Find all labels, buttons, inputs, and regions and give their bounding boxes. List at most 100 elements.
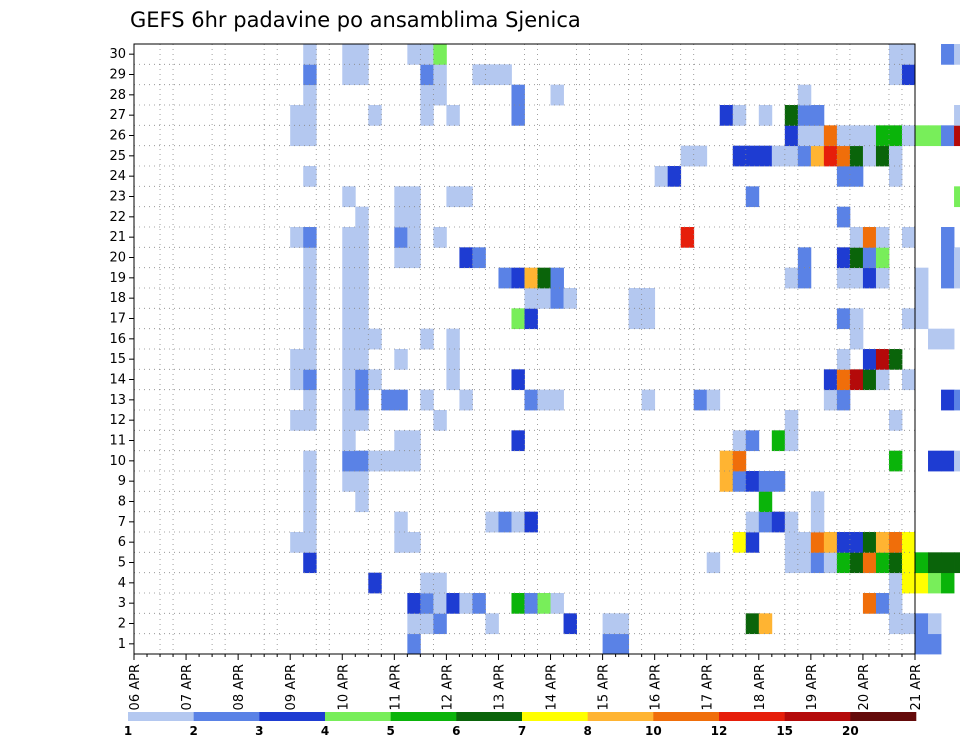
heatmap-cell — [732, 105, 747, 126]
y-tick-label: 14 — [109, 373, 126, 388]
x-tick-label: 09 APR — [284, 664, 299, 710]
heatmap-cell — [836, 247, 851, 269]
heatmap-cell — [719, 105, 734, 126]
heatmap-cell — [928, 328, 942, 350]
heatmap-cell — [355, 389, 369, 411]
heatmap-cell — [459, 247, 473, 269]
heatmap-cell — [888, 145, 903, 167]
heatmap-cell — [303, 44, 317, 65]
heatmap-cell — [355, 288, 369, 309]
heatmap-cell — [433, 84, 447, 106]
heatmap-cell — [836, 369, 851, 391]
heatmap-cell — [875, 145, 890, 167]
heatmap-cell — [797, 84, 812, 106]
heatmap-cell — [303, 308, 317, 330]
heatmap-cell — [641, 288, 656, 309]
heatmap-cell — [342, 349, 356, 370]
heatmap-cells — [290, 44, 960, 655]
heatmap-cell — [758, 613, 773, 635]
y-tick-label: 18 — [109, 291, 126, 306]
heatmap-cell — [355, 349, 369, 370]
heatmap-cell — [836, 166, 851, 187]
heatmap-cell — [407, 430, 421, 452]
x-tick-label: 19 APR — [805, 664, 820, 710]
heatmap-cell — [784, 430, 799, 452]
colorbar-swatch — [653, 712, 720, 721]
heatmap-cell — [901, 308, 916, 330]
heatmap-cell — [849, 552, 864, 574]
heatmap-cell — [446, 349, 460, 370]
heatmap-cell — [394, 206, 408, 228]
heatmap-cell — [511, 308, 525, 330]
heatmap-cell — [407, 186, 421, 208]
heatmap-cell — [420, 389, 434, 411]
heatmap-cell — [862, 247, 877, 269]
heatmap-cell — [888, 552, 903, 574]
heatmap-cell — [303, 410, 317, 431]
heatmap-cell — [823, 145, 838, 167]
heatmap-cell — [290, 349, 304, 370]
heatmap-cell — [849, 532, 864, 553]
heatmap-cell — [941, 227, 955, 248]
heatmap-cell — [303, 125, 317, 147]
colorbar-label: 8 — [583, 724, 591, 738]
heatmap-cell — [797, 552, 812, 574]
heatmap-cell — [915, 633, 929, 655]
heatmap-cell — [810, 532, 825, 553]
heatmap-cell — [641, 389, 656, 411]
heatmap-cell — [394, 430, 408, 452]
heatmap-cell — [342, 247, 356, 269]
heatmap-cell — [901, 552, 916, 574]
heatmap-cell — [784, 105, 799, 126]
colorbar-label: 1 — [124, 724, 132, 738]
heatmap-cell — [732, 532, 747, 553]
heatmap-cell — [407, 206, 421, 228]
x-tick-label: 11 APR — [388, 664, 403, 710]
heatmap-cell — [875, 267, 890, 289]
heatmap-cell — [954, 267, 960, 289]
y-tick-label: 10 — [109, 454, 126, 469]
heatmap-cell — [407, 227, 421, 248]
y-tick-label: 5 — [118, 556, 126, 571]
heatmap-cell — [680, 145, 695, 167]
heatmap-cell — [771, 145, 786, 167]
heatmap-cell — [368, 369, 382, 391]
heatmap-cell — [719, 450, 734, 472]
heatmap-cell — [901, 613, 916, 635]
heatmap-cell — [446, 328, 460, 350]
heatmap-cell — [342, 389, 356, 411]
y-tick-label: 7 — [118, 515, 126, 530]
heatmap-cell — [941, 247, 955, 269]
heatmap-cell — [836, 206, 851, 228]
heatmap-cell — [862, 369, 877, 391]
colorbar-label: 4 — [321, 724, 329, 738]
colorbar-swatch — [456, 712, 523, 721]
heatmap-cell — [836, 389, 851, 411]
heatmap-cell — [550, 84, 564, 106]
heatmap-cell — [915, 288, 929, 309]
heatmap-cell — [810, 552, 825, 574]
heatmap-cell — [954, 450, 960, 472]
heatmap-cell — [303, 471, 317, 492]
y-tick-label: 20 — [109, 251, 126, 266]
heatmap-cell — [537, 267, 551, 289]
colorbar-label: 3 — [255, 724, 263, 738]
heatmap-cell — [758, 471, 773, 492]
heatmap-cell — [941, 44, 955, 65]
colorbar-swatch — [719, 712, 785, 721]
heatmap-cell — [849, 328, 864, 350]
heatmap-cell — [524, 267, 538, 289]
heatmap-cell — [368, 572, 382, 594]
heatmap-cell — [303, 389, 317, 411]
heatmap-cell — [849, 308, 864, 330]
heatmap-cell — [810, 491, 825, 513]
heatmap-cell — [355, 491, 369, 513]
heatmap-cell — [875, 227, 890, 248]
heatmap-cell — [524, 389, 538, 411]
heatmap-cell — [342, 430, 356, 452]
y-tick-label: 19 — [109, 271, 126, 286]
colorbar-swatch — [784, 712, 851, 721]
heatmap-cell — [303, 288, 317, 309]
x-tick-label: 20 APR — [857, 664, 872, 710]
